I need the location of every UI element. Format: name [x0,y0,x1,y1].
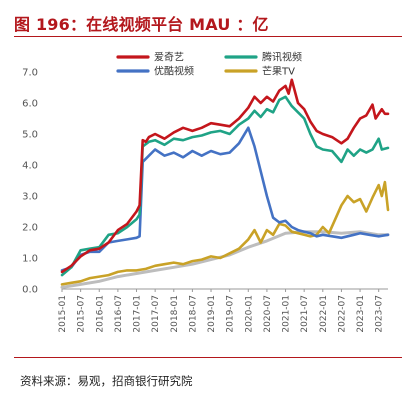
series-line-3 [60,180,390,286]
y-tick-label: 0.0 [22,285,38,296]
x-tick-label: 2018-01 [170,295,180,333]
x-tick-label: 2022-01 [319,295,329,333]
y-tick-label: 7.0 [22,68,38,79]
series-line-0 [60,78,390,274]
source-divider [14,357,402,358]
x-tick-label: 2016-01 [95,295,105,333]
legend-label: 腾讯视频 [262,51,302,64]
figure-title: 图 196：在线视频平台 MAU ：亿 [14,15,269,34]
title-divider [14,36,402,37]
y-tick-label: 6.0 [22,99,38,110]
x-tick-label: 2022-07 [337,295,347,333]
axes: 0.0 1.0 2.0 3.0 4.0 5.0 6.0 7.0 2015-01 2015-07 20… [22,68,388,333]
chart: 0.0 1.0 2.0 3.0 4.0 5.0 6.0 7.0 2015-01 2015-07 20… [22,51,390,333]
series-lines [60,78,390,289]
x-tick-label: 2021-07 [300,295,310,333]
legend-label: 爱奇艺 [154,51,184,64]
x-tick-label: 2019-01 [207,295,217,333]
series-line-2 [60,126,390,272]
x-tick-label: 2017-07 [151,295,161,333]
x-tick-label: 2020-07 [263,295,273,333]
x-tick-label: 2023-07 [375,295,385,333]
series-line-4 [60,230,390,289]
y-tick-label: 2.0 [22,223,38,234]
x-tick-label: 2016-07 [114,295,124,333]
x-tick-label: 2018-07 [188,295,198,333]
legend-label: 优酷视频 [154,65,194,78]
x-tick-label: 2021-01 [282,295,292,333]
legend-label: 芒果TV [262,65,295,78]
x-tick-label: 2017-01 [133,295,143,333]
y-tick-label: 1.0 [22,254,38,265]
y-tick-label: 5.0 [22,130,38,141]
x-tick-label: 2015-01 [58,295,68,333]
x-tick-label: 2020-01 [244,295,254,333]
x-tick-label: 2019-07 [226,295,236,333]
source-note: 资料来源：易观，招商银行研究院 [20,374,193,388]
series-line-1 [60,95,390,277]
x-tick-label: 2023-01 [356,295,366,333]
y-tick-label: 3.0 [22,192,38,203]
x-tick-label: 2015-07 [77,295,87,333]
y-tick-label: 4.0 [22,161,38,172]
